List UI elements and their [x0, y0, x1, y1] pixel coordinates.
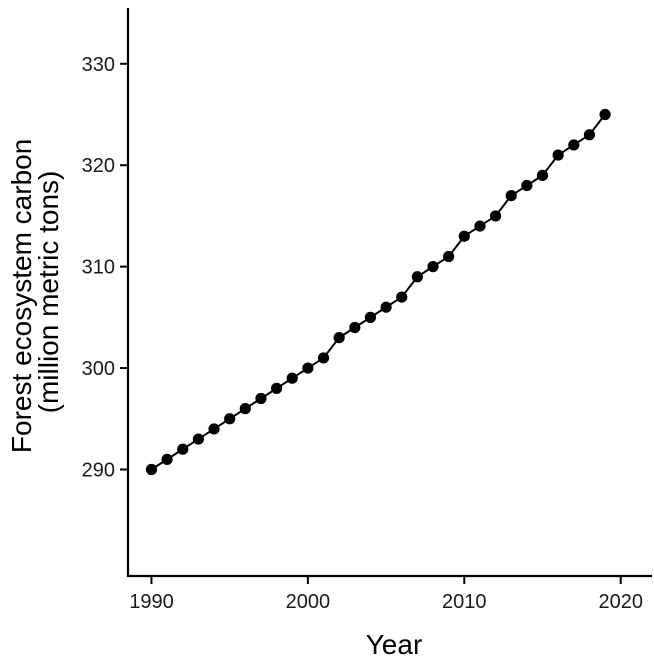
data-point	[568, 139, 580, 151]
y-axis-title-line-2: (million metric tons)	[33, 171, 64, 414]
data-point	[427, 261, 439, 273]
data-point	[599, 108, 611, 121]
data-point	[536, 169, 549, 181]
data-point	[302, 362, 314, 374]
y-tick-label: 300	[82, 358, 115, 380]
data-point	[224, 413, 236, 425]
data-point	[411, 271, 423, 283]
data-point	[177, 443, 189, 455]
data-point	[286, 372, 298, 384]
data-point	[270, 382, 283, 394]
data-point	[443, 250, 455, 263]
data-point	[161, 453, 173, 465]
x-ticks: 1990 2000 2010 2020	[129, 576, 643, 613]
x-tick-label: 2010	[442, 591, 487, 613]
y-axis-title-line-1: Forest ecosystem carbon	[6, 139, 37, 453]
data-point	[380, 301, 392, 313]
data-point	[317, 352, 330, 364]
data-point	[489, 210, 502, 222]
data-point	[396, 291, 408, 303]
y-ticks: 290 300 310 320 330	[82, 54, 128, 482]
data-point	[145, 463, 158, 476]
series-line	[150, 113, 606, 471]
x-axis-title: Year	[366, 629, 423, 660]
data-point	[552, 149, 564, 161]
x-tick-label: 1990	[129, 591, 174, 613]
y-tick-label: 310	[82, 257, 115, 279]
data-point	[192, 433, 204, 445]
data-point	[505, 190, 517, 202]
x-tick-label: 2000	[286, 591, 331, 613]
data-point	[583, 129, 596, 141]
y-tick-label: 290	[82, 460, 115, 482]
data-point	[208, 423, 220, 435]
data-point	[349, 321, 361, 334]
data-point	[333, 332, 345, 344]
plot-area: 290 300 310 320 330 1990 2000 2010 2020	[82, 8, 652, 613]
series-points	[145, 108, 611, 476]
data-point	[239, 403, 251, 415]
data-point	[364, 311, 377, 323]
data-point	[521, 179, 533, 192]
y-tick-label: 320	[82, 155, 115, 177]
data-point	[255, 392, 267, 405]
data-point	[458, 230, 470, 242]
data-point	[474, 220, 486, 232]
x-tick-label: 2020	[598, 591, 643, 613]
y-axis-title: Forest ecosystem carbon (million metric …	[6, 131, 64, 453]
y-tick-label: 330	[82, 54, 115, 76]
